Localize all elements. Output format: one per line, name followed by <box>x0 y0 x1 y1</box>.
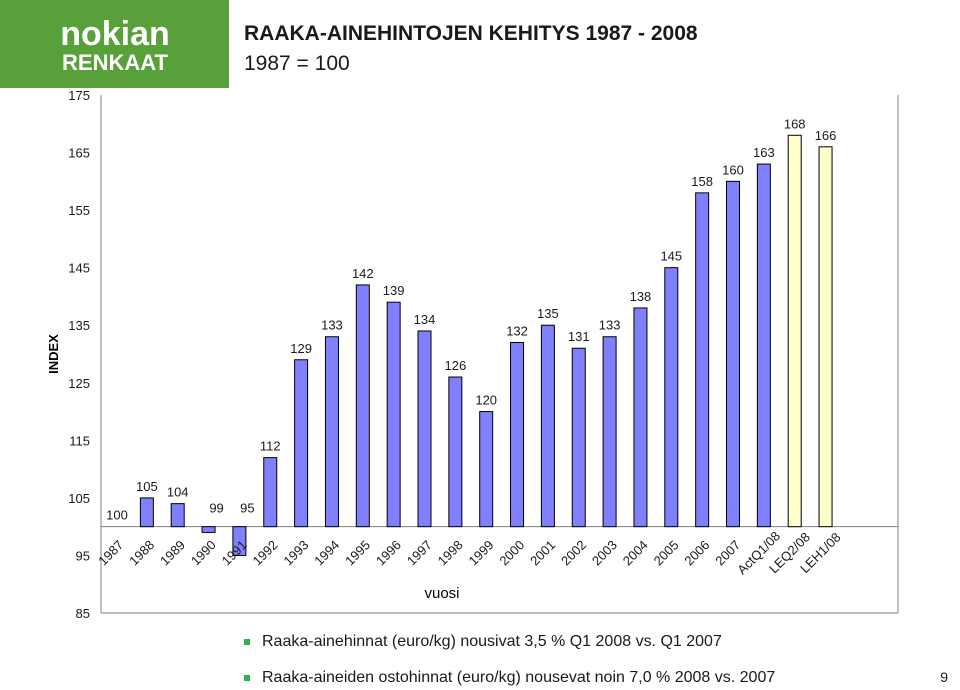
bar <box>602 336 617 528</box>
bar <box>787 134 802 528</box>
x-tick-label: 2006 <box>681 537 712 568</box>
x-tick-label: 1995 <box>342 537 373 568</box>
page-number: 9 <box>940 669 948 685</box>
bar <box>232 526 247 556</box>
bullet-square-icon <box>244 639 250 645</box>
bullet-square-icon <box>244 675 250 681</box>
data-label: 129 <box>290 341 312 356</box>
x-tick-label: 1988 <box>126 537 157 568</box>
nokian-renkaat-logo: nokian RENKAAT <box>0 0 229 88</box>
bar <box>540 324 555 528</box>
data-label: 142 <box>352 266 374 281</box>
y-tick-label: 95 <box>76 548 90 563</box>
data-label: 168 <box>784 116 806 131</box>
bar <box>139 497 154 528</box>
y-tick-label: 105 <box>68 491 90 506</box>
data-label: 133 <box>599 318 621 333</box>
bar <box>756 163 771 528</box>
page-title: RAAKA-AINEHINTOJEN KEHITYS 1987 - 2008 <box>244 22 698 45</box>
bar <box>324 336 339 528</box>
data-label: 133 <box>321 318 343 333</box>
y-tick-label: 85 <box>76 606 90 621</box>
logo-line1: nokian <box>60 15 170 53</box>
data-label: 158 <box>691 174 713 189</box>
y-tick-label: 165 <box>68 146 90 161</box>
data-label: 120 <box>475 393 497 408</box>
x-tick-label: 2001 <box>527 537 558 568</box>
bar <box>170 503 185 528</box>
page-subtitle: 1987 = 100 <box>244 52 350 75</box>
data-label: 145 <box>660 249 682 264</box>
x-axis-label: vuosi <box>424 585 459 602</box>
bar <box>417 330 432 528</box>
data-label: 100 <box>106 508 128 523</box>
x-tick-label: 2004 <box>620 537 651 568</box>
data-label: 134 <box>414 312 436 327</box>
data-label: 132 <box>506 323 528 338</box>
y-axis-label: INDEX <box>46 334 61 374</box>
bar <box>633 307 648 528</box>
x-tick-label: 1992 <box>250 537 281 568</box>
bar <box>571 347 586 528</box>
data-label: 112 <box>260 439 281 454</box>
data-label: 131 <box>568 329 590 344</box>
y-tick-label: 145 <box>68 261 90 276</box>
bar <box>294 359 309 528</box>
data-label: 139 <box>383 283 405 298</box>
x-tick-label: 1990 <box>188 537 219 568</box>
x-tick-label: 1999 <box>465 537 496 568</box>
bar <box>479 411 494 528</box>
bar <box>664 267 679 528</box>
data-label: 163 <box>753 145 775 160</box>
data-label: 160 <box>722 162 744 177</box>
bullet-text: Raaka-aineiden ostohinnat (euro/kg) nous… <box>262 669 776 686</box>
x-tick-label: 1989 <box>157 537 188 568</box>
x-tick-label: 2000 <box>496 537 527 568</box>
x-tick-label: 1998 <box>435 537 466 568</box>
bar <box>355 284 370 528</box>
x-tick-label: 1997 <box>404 537 435 568</box>
x-tick-label: 1994 <box>311 537 342 568</box>
bullet-text: Raaka-ainehinnat (euro/kg) nousivat 3,5 … <box>262 633 722 650</box>
data-label: 99 <box>209 501 223 516</box>
x-tick-label: 1993 <box>280 537 311 568</box>
bar <box>263 457 278 528</box>
y-tick-label: 155 <box>68 203 90 218</box>
x-tick-label: 1996 <box>373 537 404 568</box>
x-tick-label: 2005 <box>651 537 682 568</box>
data-label: 138 <box>630 289 652 304</box>
bar <box>386 301 401 528</box>
bar <box>726 180 740 528</box>
y-tick-label: 125 <box>68 376 90 391</box>
x-tick-label: 2002 <box>558 537 589 568</box>
data-label: 105 <box>136 479 158 494</box>
bar <box>510 341 525 528</box>
data-label: 135 <box>537 306 559 321</box>
y-tick-label: 175 <box>68 88 90 103</box>
logo-line2: RENKAAT <box>62 50 168 75</box>
y-tick-label: 115 <box>69 433 90 448</box>
bar <box>201 526 216 533</box>
data-label: 166 <box>815 128 837 143</box>
data-label: 104 <box>167 485 189 500</box>
data-label: 95 <box>240 501 254 516</box>
data-label: 126 <box>444 358 466 373</box>
y-tick-label: 135 <box>68 318 90 333</box>
bar <box>818 146 833 528</box>
bar <box>448 376 463 528</box>
x-tick-label: 1987 <box>95 537 126 568</box>
logo-mark: nokian RENKAAT <box>60 15 170 75</box>
bar <box>695 192 710 528</box>
x-tick-label: 2003 <box>589 537 620 568</box>
